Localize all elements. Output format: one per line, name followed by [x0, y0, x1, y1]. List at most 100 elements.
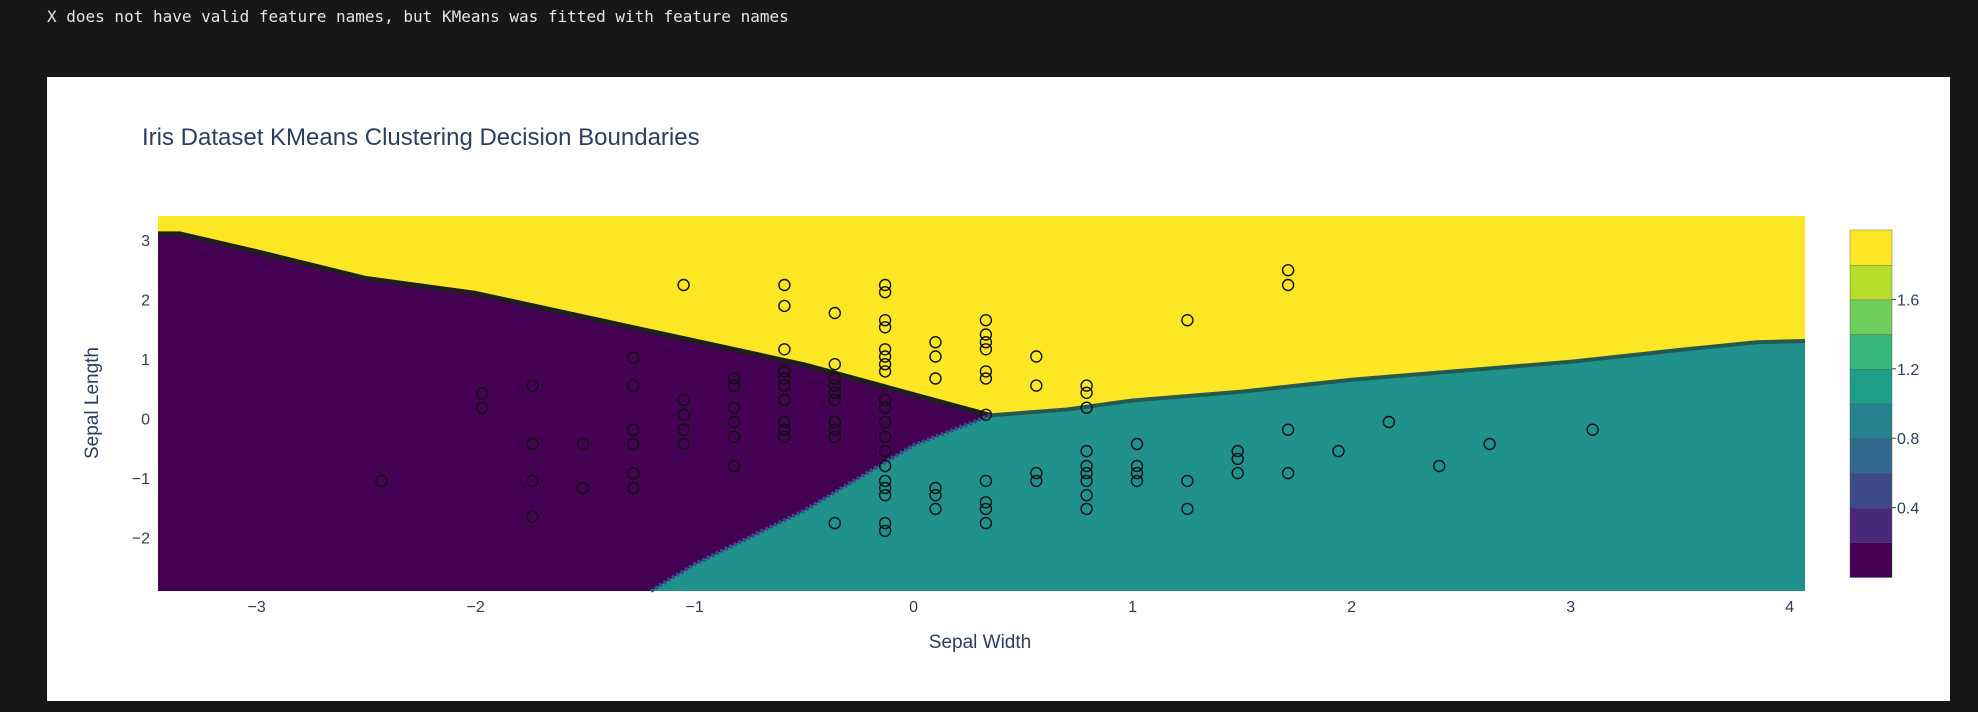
- data-point[interactable]: [979, 365, 993, 378]
- data-point[interactable]: [627, 466, 640, 480]
- data-point[interactable]: [1281, 263, 1295, 277]
- data-point[interactable]: [677, 408, 690, 421]
- data-point[interactable]: [979, 502, 993, 516]
- data-point[interactable]: [1586, 423, 1599, 436]
- data-point[interactable]: [878, 444, 892, 458]
- data-point[interactable]: [878, 321, 892, 334]
- data-point[interactable]: [1030, 474, 1043, 488]
- data-point[interactable]: [929, 350, 942, 363]
- data-point[interactable]: [627, 423, 640, 436]
- data-point[interactable]: [627, 379, 640, 392]
- data-point[interactable]: [1080, 502, 1093, 516]
- data-point[interactable]: [828, 423, 841, 436]
- data-point[interactable]: [677, 278, 690, 292]
- data-point[interactable]: [778, 365, 791, 378]
- data-point[interactable]: [1130, 459, 1144, 473]
- data-point[interactable]: [1080, 386, 1093, 399]
- data-point[interactable]: [979, 313, 993, 327]
- data-point[interactable]: [929, 372, 942, 385]
- data-point[interactable]: [878, 358, 892, 371]
- data-point[interactable]: [727, 430, 741, 443]
- data-point[interactable]: [1080, 474, 1093, 488]
- data-point[interactable]: [1030, 379, 1043, 392]
- data-point[interactable]: [878, 459, 892, 473]
- data-point[interactable]: [979, 474, 993, 488]
- data-point[interactable]: [929, 489, 942, 502]
- data-point[interactable]: [1080, 489, 1093, 502]
- data-point[interactable]: [475, 387, 489, 400]
- data-point[interactable]: [878, 343, 892, 356]
- data-point[interactable]: [627, 437, 640, 451]
- data-point[interactable]: [1332, 444, 1345, 458]
- data-point[interactable]: [828, 372, 841, 385]
- data-point[interactable]: [878, 365, 892, 378]
- data-point[interactable]: [878, 474, 892, 488]
- data-point[interactable]: [778, 372, 791, 385]
- data-point[interactable]: [979, 343, 993, 356]
- data-point[interactable]: [979, 408, 993, 421]
- data-point[interactable]: [979, 372, 993, 385]
- data-point[interactable]: [979, 328, 993, 341]
- data-point[interactable]: [1181, 474, 1194, 488]
- data-point[interactable]: [1231, 466, 1244, 480]
- data-point[interactable]: [475, 401, 489, 414]
- data-point[interactable]: [1130, 474, 1144, 488]
- data-point[interactable]: [1281, 278, 1295, 292]
- data-point[interactable]: [1130, 466, 1144, 480]
- data-point[interactable]: [1231, 444, 1244, 458]
- data-point[interactable]: [979, 336, 993, 349]
- data-point[interactable]: [727, 415, 741, 429]
- data-point[interactable]: [828, 516, 841, 530]
- data-point[interactable]: [727, 379, 741, 392]
- data-point[interactable]: [576, 437, 590, 451]
- data-point[interactable]: [878, 313, 892, 327]
- data-point[interactable]: [878, 278, 892, 292]
- data-point[interactable]: [778, 379, 791, 392]
- data-point[interactable]: [778, 299, 791, 313]
- data-point[interactable]: [778, 430, 791, 443]
- data-point[interactable]: [727, 372, 741, 385]
- data-point[interactable]: [627, 481, 640, 495]
- plot-area[interactable]: [158, 216, 1806, 593]
- data-point[interactable]: [1181, 502, 1194, 516]
- data-point[interactable]: [1281, 423, 1295, 436]
- data-point[interactable]: [1080, 466, 1093, 480]
- data-point[interactable]: [627, 351, 640, 364]
- data-point[interactable]: [929, 502, 942, 516]
- data-point[interactable]: [1080, 379, 1093, 392]
- data-point[interactable]: [878, 481, 892, 495]
- data-point[interactable]: [778, 343, 791, 356]
- data-point[interactable]: [1030, 350, 1043, 363]
- data-point[interactable]: [677, 423, 690, 436]
- data-point[interactable]: [878, 285, 892, 299]
- data-point[interactable]: [828, 386, 841, 399]
- data-point[interactable]: [1080, 401, 1093, 414]
- data-point[interactable]: [828, 358, 841, 371]
- data-point[interactable]: [878, 430, 892, 443]
- data-point[interactable]: [929, 481, 942, 495]
- data-point[interactable]: [828, 430, 841, 443]
- data-point[interactable]: [878, 516, 892, 530]
- data-point[interactable]: [878, 415, 892, 429]
- data-point[interactable]: [979, 496, 993, 509]
- data-point[interactable]: [1030, 466, 1043, 480]
- data-point[interactable]: [1432, 459, 1446, 473]
- data-point[interactable]: [677, 437, 690, 451]
- data-point[interactable]: [727, 459, 741, 473]
- data-point[interactable]: [1181, 313, 1194, 327]
- data-point[interactable]: [1080, 444, 1093, 458]
- data-point[interactable]: [1382, 415, 1396, 429]
- data-point[interactable]: [929, 336, 942, 349]
- data-point[interactable]: [1281, 466, 1295, 480]
- data-point[interactable]: [375, 474, 388, 488]
- data-point[interactable]: [828, 379, 841, 392]
- data-point[interactable]: [828, 306, 841, 320]
- data-point[interactable]: [878, 524, 892, 538]
- data-point[interactable]: [878, 401, 892, 414]
- data-point[interactable]: [778, 423, 791, 436]
- data-point[interactable]: [828, 415, 841, 429]
- data-point[interactable]: [526, 510, 539, 523]
- data-point[interactable]: [727, 401, 741, 414]
- data-point[interactable]: [778, 415, 791, 429]
- data-point[interactable]: [526, 379, 539, 392]
